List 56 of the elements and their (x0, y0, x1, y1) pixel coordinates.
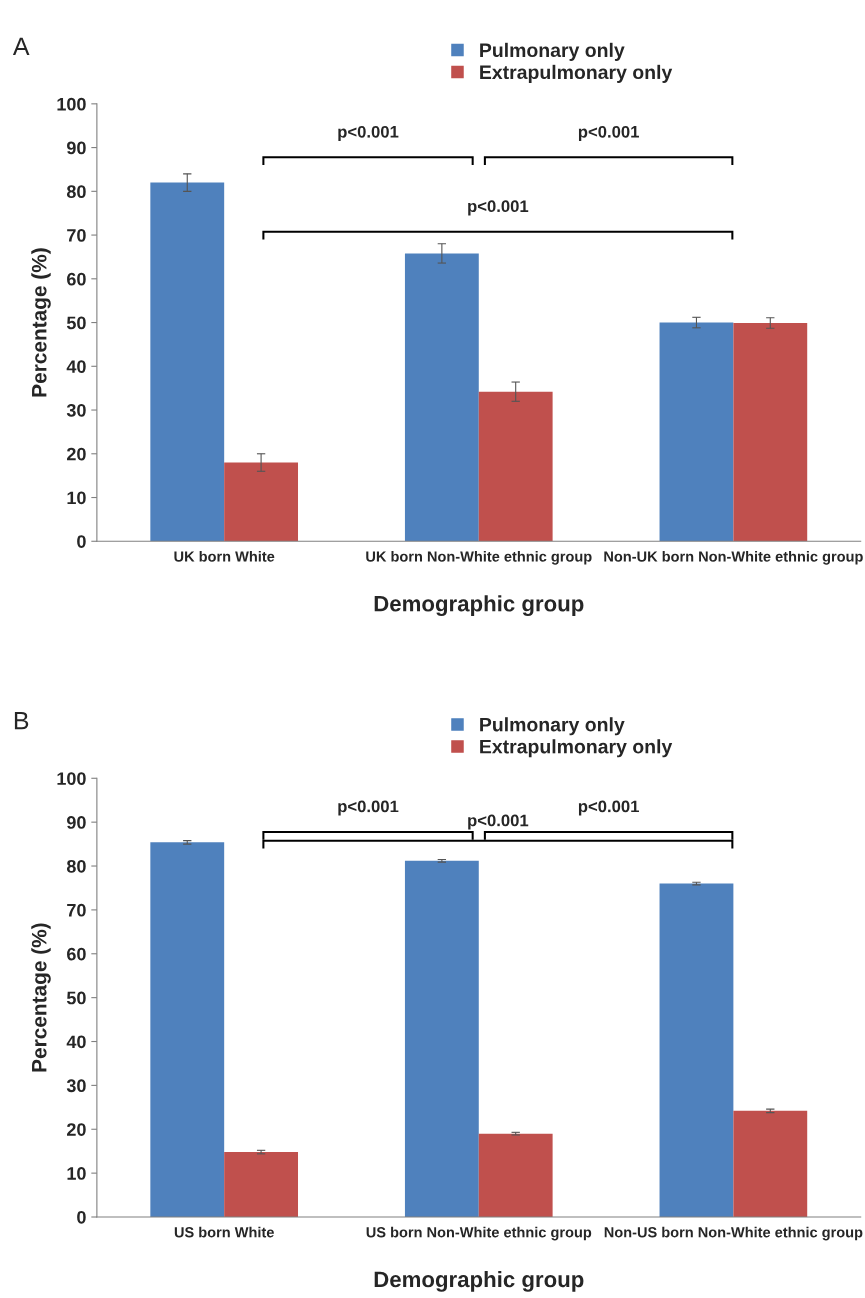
y-tick-label: 30 (66, 1079, 86, 1093)
bar (733, 1110, 808, 1217)
y-axis-title: Percentage (%) (31, 923, 51, 1072)
x-tick-label: UK born Non-White ethnic group (366, 550, 592, 565)
x-axis-title: Demographic group (374, 595, 584, 617)
y-tick-label: 10 (67, 491, 86, 505)
y-axis-title: Percentage (%) (31, 248, 51, 397)
y-tick-label: 30 (66, 403, 86, 417)
y-tick-label: 40 (66, 360, 86, 374)
y-tick-label: 0 (77, 1210, 86, 1224)
x-tick-label: Non-UK born Non-White ethnic group (604, 550, 863, 565)
y-tick-label: 0 (77, 535, 86, 548)
bar (150, 182, 225, 542)
bar (404, 860, 479, 1217)
y-tick-label: 70 (67, 903, 86, 917)
y-tick-label: 80 (66, 185, 86, 199)
annotation: p<0.001 (578, 125, 639, 142)
bar (659, 883, 734, 1217)
bar (659, 322, 734, 542)
text: B (14, 712, 29, 730)
y-tick-label: 80 (66, 859, 86, 873)
legend-label: Pulmonary only (480, 42, 625, 61)
y-tick-label: 10 (67, 1167, 86, 1180)
legend-label: Extrapulmonary only (480, 64, 673, 83)
x-tick-label: UK born White (174, 550, 275, 562)
y-tick-label: 60 (67, 272, 86, 286)
y-tick-label: 20 (67, 1123, 86, 1136)
y-tick-label: 90 (67, 816, 86, 829)
bar (224, 1152, 299, 1217)
y-tick-label: 60 (67, 947, 86, 961)
y-tick-label: 70 (67, 229, 86, 242)
y-tick-label: 100 (57, 772, 86, 785)
text: A (12, 37, 30, 55)
legend-label: Pulmonary only (480, 717, 625, 736)
bar (224, 462, 299, 542)
y-tick-label: 40 (66, 1035, 86, 1049)
x-tick-label: US born Non-White ethnic group (366, 1226, 592, 1241)
bar (150, 842, 225, 1217)
bar (733, 322, 808, 542)
y-tick-label: 20 (67, 447, 86, 461)
bar (478, 1133, 553, 1217)
legend-label: Extrapulmonary only (480, 739, 673, 758)
x-axis-title: Demographic group (374, 1270, 584, 1292)
annotation: p<0.001 (578, 800, 639, 816)
bar (404, 253, 479, 542)
bar (478, 391, 553, 542)
y-tick-label: 100 (57, 97, 86, 111)
y-tick-label: 50 (66, 316, 86, 330)
y-tick-label: 90 (67, 141, 86, 155)
annotation: p<0.001 (468, 814, 529, 830)
y-tick-label: 50 (66, 991, 86, 1005)
annotation: p<0.001 (338, 125, 399, 142)
x-tick-label: Non-US born Non-White ethnic group (604, 1226, 863, 1241)
annotation: p<0.001 (338, 800, 399, 816)
x-tick-label: US born White (174, 1226, 274, 1238)
annotation: p<0.001 (468, 200, 529, 216)
